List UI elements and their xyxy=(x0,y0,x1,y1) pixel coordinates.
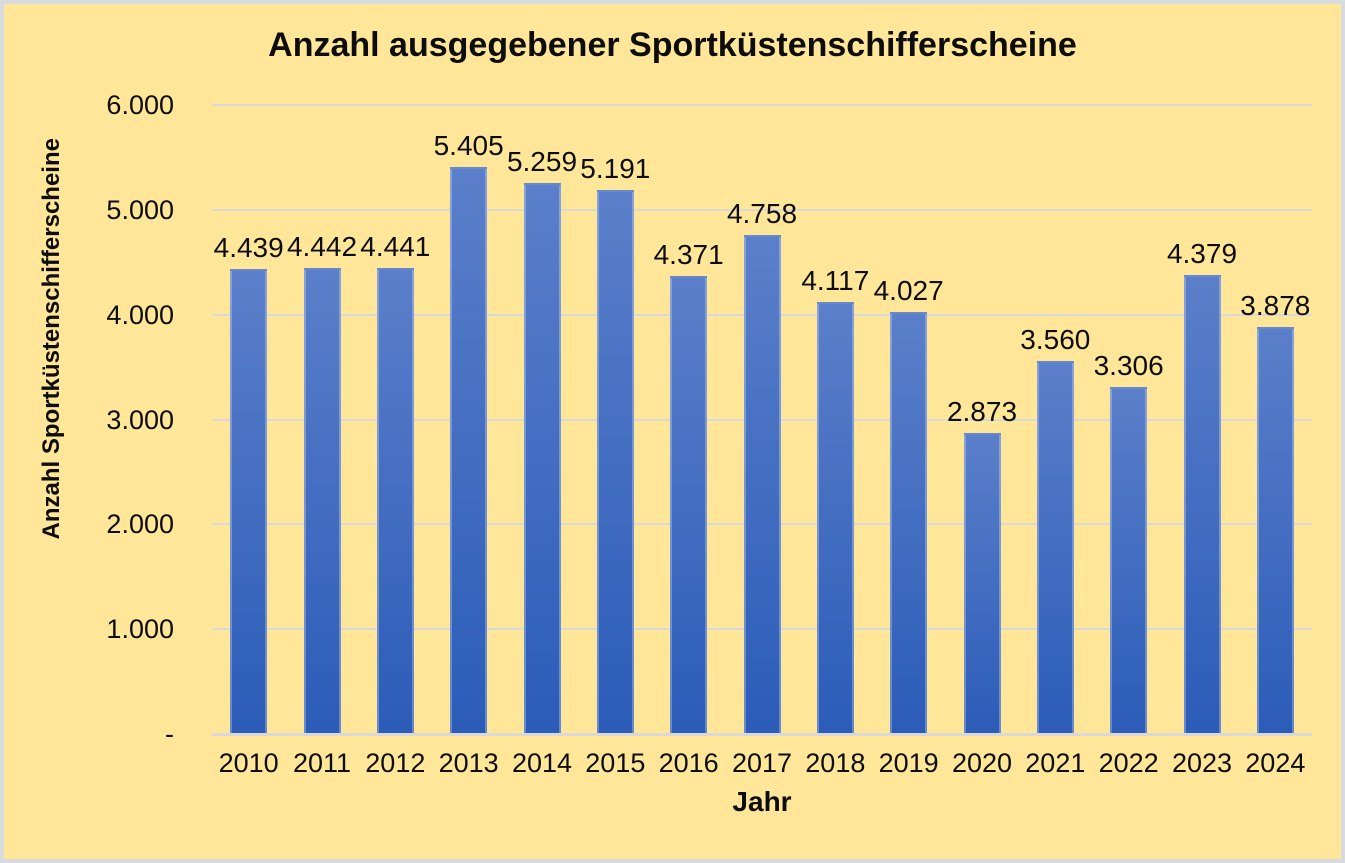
x-tick-label-2011: 2011 xyxy=(292,748,352,778)
x-tick-label-2016: 2016 xyxy=(658,748,719,778)
x-tick-label-2021: 2021 xyxy=(1025,748,1086,778)
value-label-2017: 4.758 xyxy=(726,198,798,230)
bar-2021 xyxy=(1036,360,1074,734)
plot-area: 4.439 2010 4.442 2011 4.441 2012 5.405 2013 5.25… xyxy=(212,104,1312,778)
value-label-2012: 4.441 xyxy=(360,231,431,263)
x-tick-label-2018: 2018 xyxy=(805,748,866,778)
x-tick-label-2023: 2023 xyxy=(1171,748,1233,778)
value-label-2014: 5.259 xyxy=(506,145,578,177)
x-tick-label-2012: 2012 xyxy=(365,748,426,778)
bar-2011 xyxy=(303,268,341,734)
x-tick-label-2024: 2024 xyxy=(1245,748,1306,778)
x-tick-label-2020: 2020 xyxy=(951,748,1013,778)
bar-2012 xyxy=(376,268,414,734)
bar-2015 xyxy=(596,189,634,734)
bar-2010 xyxy=(230,268,268,734)
bar-2014 xyxy=(523,182,561,734)
bar-2020 xyxy=(963,432,1001,734)
y-tick-label-1000: 1.000 xyxy=(106,614,174,645)
y-tick-label-3000: 3.000 xyxy=(106,404,174,435)
x-tick-label-2013: 2013 xyxy=(438,748,499,778)
bar-2022 xyxy=(1110,387,1148,734)
value-label-2019: 4.027 xyxy=(873,274,944,306)
value-label-2023: 4.379 xyxy=(1166,237,1238,269)
y-tick-label-4000: 4.000 xyxy=(106,299,174,330)
value-label-2018: 4.117 xyxy=(801,265,870,297)
value-label-2011: 4.442 xyxy=(286,231,358,263)
x-axis-line xyxy=(212,733,1312,736)
y-tick-label-6000: 6.000 xyxy=(106,90,174,120)
y-tick-label-2000: 2.000 xyxy=(106,509,174,540)
x-tick-label-2010: 2010 xyxy=(218,748,279,778)
value-label-2024: 3.878 xyxy=(1240,290,1311,322)
bar-2023 xyxy=(1183,274,1221,734)
value-label-2013: 5.405 xyxy=(433,130,504,162)
bar-2018 xyxy=(816,302,854,734)
chart-title: Anzahl ausgegebener Sportküstenschiffers… xyxy=(268,26,1077,64)
value-label-2022: 3.306 xyxy=(1093,350,1164,382)
value-label-2016: 4.371 xyxy=(653,238,724,270)
bar-2013 xyxy=(450,167,488,734)
bar-2016 xyxy=(670,275,708,734)
x-tick-label-2015: 2015 xyxy=(585,748,646,778)
y-tick-label-5000: 5.000 xyxy=(106,194,174,225)
value-label-2010: 4.439 xyxy=(213,231,284,263)
y-tick-label-0: - xyxy=(165,719,174,749)
x-tick-label-2019: 2019 xyxy=(878,748,939,778)
bar-2019 xyxy=(890,311,928,734)
x-tick-label-2017: 2017 xyxy=(731,748,793,778)
value-label-2020: 2.873 xyxy=(946,395,1018,427)
value-label-2021: 3.560 xyxy=(1020,323,1091,355)
gridline-6000 xyxy=(212,104,1312,106)
value-label-2015: 5.191 xyxy=(580,152,651,184)
x-tick-label-2014: 2014 xyxy=(511,748,573,778)
x-axis-title: Jahr xyxy=(732,786,792,817)
gridline-5000 xyxy=(212,208,1312,211)
x-tick-label-2022: 2022 xyxy=(1098,748,1159,778)
bar-2024 xyxy=(1256,327,1294,734)
bar-2017 xyxy=(743,235,781,734)
